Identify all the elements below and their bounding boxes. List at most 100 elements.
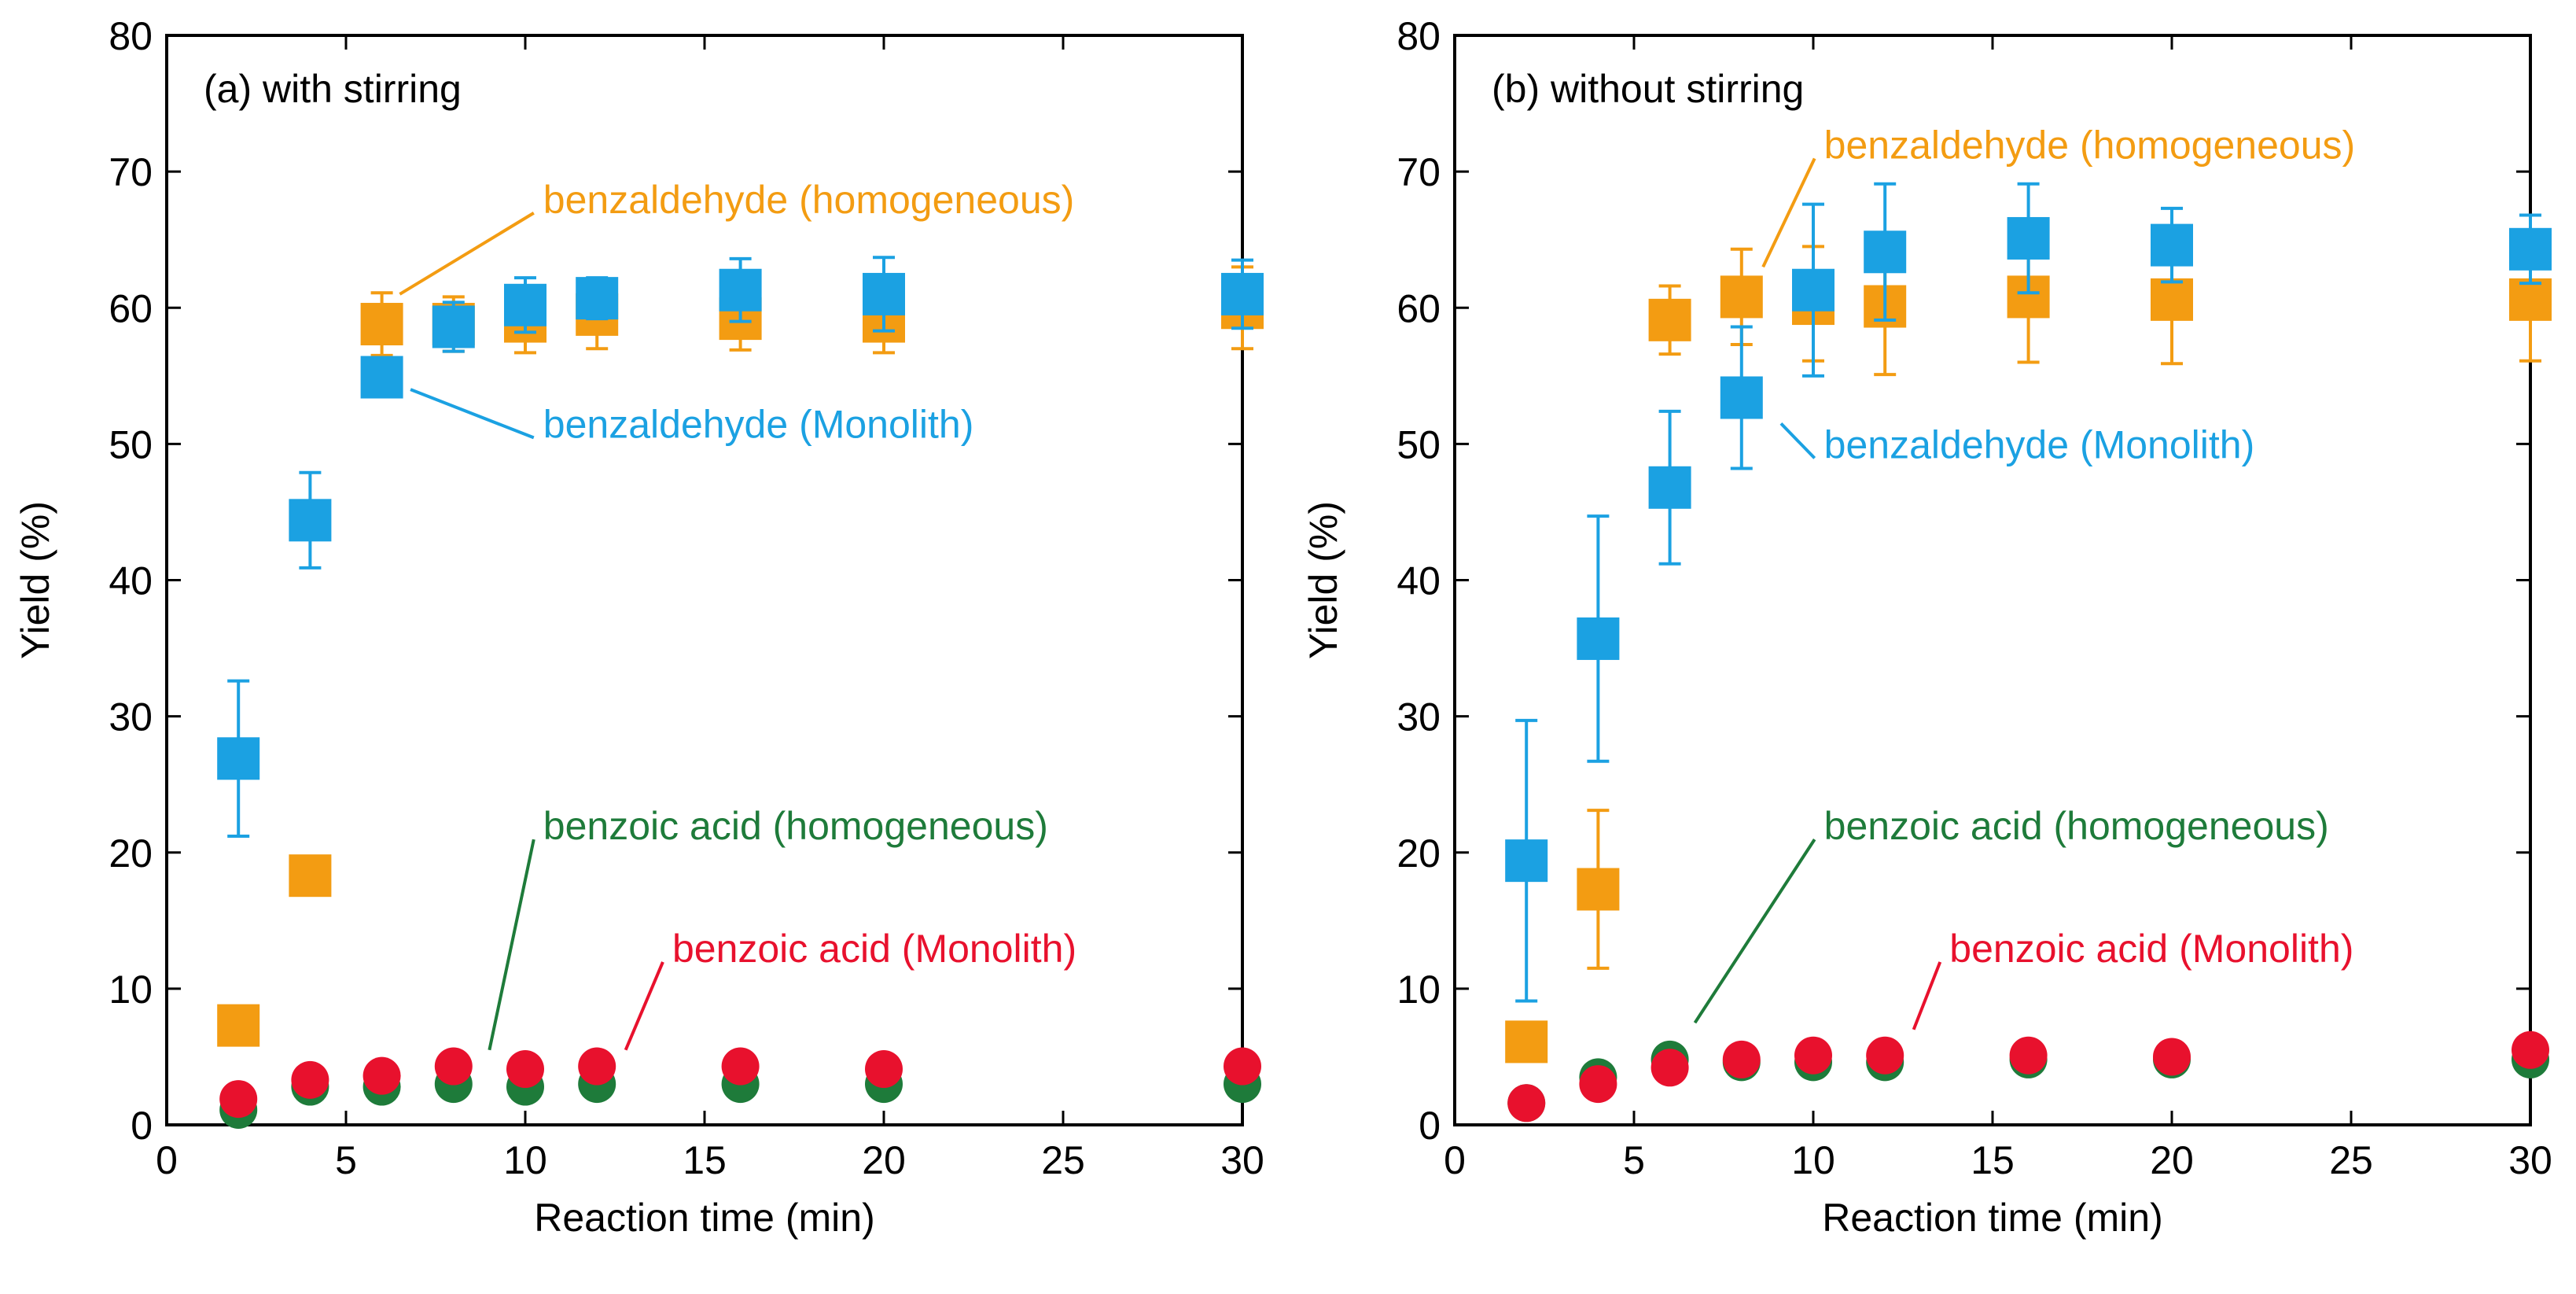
annotation-label: benzaldehyde (Monolith) [543, 402, 974, 446]
y-tick-label: 0 [131, 1104, 153, 1148]
data-point-circle [2153, 1038, 2191, 1076]
x-tick-label: 5 [335, 1138, 357, 1182]
data-point-circle [1866, 1036, 1904, 1075]
y-axis-label: Yield (%) [13, 501, 57, 659]
series-benzoic-acid-monolith [1507, 1030, 2549, 1123]
data-point-square [360, 356, 403, 399]
y-tick-label: 20 [109, 831, 153, 876]
annotation-label: benzoic acid (homogeneous) [1824, 804, 2329, 848]
series-benzoic-acid-monolith [219, 1047, 1261, 1119]
annotation-label: benzaldehyde (homogeneous) [1824, 124, 2356, 168]
data-point-circle [362, 1056, 401, 1095]
annotation-label: benzoic acid (homogeneous) [543, 804, 1048, 848]
x-tick-label: 5 [1623, 1138, 1645, 1182]
series-benzaldehyde-monolith [1505, 182, 2552, 1003]
y-tick-label: 40 [1397, 559, 1441, 603]
annotation-leader-line [1761, 157, 1816, 268]
y-tick-label: 50 [109, 422, 153, 466]
y-tick-label: 0 [1419, 1104, 1441, 1148]
x-axis-label: Reaction time (min) [534, 1196, 874, 1240]
y-tick-label: 10 [1397, 968, 1441, 1012]
y-tick-label: 40 [109, 559, 153, 603]
panel-b: 0 5 10 15 20 25 30 0 10 20 30 40 50 60 70 80 Reaction ti… [1301, 14, 2552, 1240]
data-point-circle [578, 1047, 616, 1086]
x-tick-label: 15 [1971, 1138, 2015, 1182]
panel-title: (b) without stirring [1492, 67, 1804, 111]
x-tick-label: 0 [1444, 1138, 1466, 1182]
data-point-circle [1794, 1036, 1832, 1075]
series-benzaldehyde-monolith [217, 256, 1264, 838]
y-tick-label: 80 [1397, 14, 1441, 58]
data-point-square [289, 854, 332, 898]
data-point-circle [1224, 1047, 1261, 1086]
data-point-square [1720, 275, 1763, 319]
data-point-circle [434, 1047, 473, 1086]
annotation-label: benzaldehyde (Monolith) [1824, 422, 2255, 466]
data-point-square [1577, 617, 1620, 660]
data-point-square [863, 272, 905, 315]
y-tick-label: 80 [109, 14, 153, 58]
annotation-leader-line [399, 212, 535, 296]
x-tick-label: 10 [503, 1138, 547, 1182]
annotation-leader-line [1693, 839, 1816, 1024]
data-point-square [360, 303, 403, 346]
data-point-square [1505, 1020, 1548, 1064]
data-point-circle [2009, 1036, 2048, 1075]
panel-a: 0 5 10 15 20 25 30 0 10 20 30 40 50 60 70 80 Reaction ti… [13, 14, 1264, 1240]
y-tick-label: 70 [109, 150, 153, 194]
y-tick-label: 20 [1397, 831, 1441, 876]
x-tick-label: 10 [1791, 1138, 1835, 1182]
data-point-circle [1579, 1065, 1617, 1104]
annotation-label: benzoic acid (Monolith) [672, 927, 1076, 971]
data-point-square [2509, 278, 2552, 321]
data-point-circle [721, 1047, 760, 1086]
x-tick-label: 15 [683, 1138, 727, 1182]
x-tick-label: 25 [1041, 1138, 1085, 1182]
y-tick-label: 50 [1397, 422, 1441, 466]
data-point-square [2151, 278, 2193, 321]
annotation-leader-line [1779, 422, 1816, 459]
y-tick-label: 60 [1397, 286, 1441, 330]
x-axis-label: Reaction time (min) [1822, 1196, 2162, 1240]
data-point-square [217, 1004, 260, 1047]
annotation-leader-line [488, 839, 535, 1051]
x-tick-label: 20 [2150, 1138, 2194, 1182]
data-point-square [1648, 298, 1691, 341]
data-point-circle [506, 1050, 544, 1089]
data-point-square [576, 277, 619, 320]
annotation-label: benzaldehyde (homogeneous) [543, 178, 1075, 222]
data-point-square [504, 283, 546, 326]
panel-title: (a) with stirring [204, 67, 462, 111]
y-tick-label: 10 [109, 968, 153, 1012]
data-point-square [1221, 272, 1264, 315]
data-point-circle [219, 1080, 258, 1119]
data-point-circle [1650, 1049, 1689, 1087]
annotation-leader-line [410, 388, 535, 440]
y-axis-label: Yield (%) [1301, 501, 1345, 659]
x-tick-label: 20 [862, 1138, 906, 1182]
data-point-circle [865, 1050, 903, 1089]
annotation-label: benzoic acid (Monolith) [1949, 927, 2353, 971]
data-point-circle [1507, 1084, 1546, 1123]
data-point-square [432, 305, 475, 348]
y-tick-label: 60 [109, 286, 153, 330]
data-point-circle [1722, 1040, 1761, 1078]
data-point-square [1648, 466, 1691, 509]
data-point-square [289, 499, 332, 542]
annotation-leader-line [1912, 961, 1942, 1030]
data-point-square [1505, 839, 1548, 883]
data-point-circle [2512, 1030, 2549, 1069]
data-point-square [1792, 268, 1834, 312]
data-point-square [1720, 376, 1763, 419]
data-point-square [1577, 868, 1620, 911]
data-point-square [719, 268, 762, 312]
x-tick-label: 25 [2329, 1138, 2373, 1182]
data-point-square [1864, 230, 1907, 274]
data-point-square [2151, 223, 2193, 267]
data-point-square [217, 737, 260, 780]
data-point-square [2007, 216, 2050, 260]
x-tick-label: 30 [2508, 1138, 2552, 1182]
x-tick-label: 0 [156, 1138, 178, 1182]
y-tick-label: 30 [1397, 695, 1441, 739]
